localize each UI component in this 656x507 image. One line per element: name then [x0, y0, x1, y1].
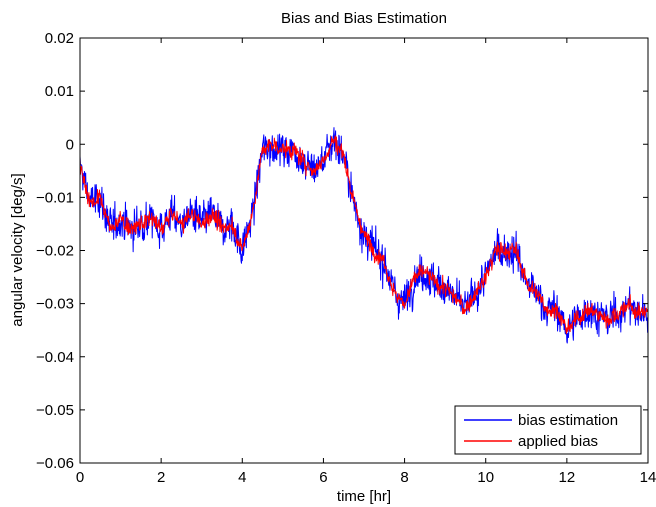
legend-label-bias-estimation: bias estimation — [518, 412, 618, 429]
x-tick-label: 8 — [400, 469, 408, 486]
series-line-applied-bias — [79, 135, 649, 335]
x-tick-label: 2 — [157, 469, 165, 486]
chart-title: Bias and Bias Estimation — [281, 10, 447, 27]
x-axis: 0 2 4 6 8 10 12 14 — [76, 38, 656, 486]
series-line-bias-estimation — [79, 127, 649, 344]
y-tick-label: −0.05 — [36, 402, 74, 419]
x-tick-label: 4 — [238, 469, 246, 486]
plot-frame — [79, 37, 649, 464]
x-tick-label: 0 — [76, 469, 84, 486]
legend: bias estimation applied bias — [454, 405, 642, 455]
y-tick-label: −0.04 — [36, 349, 74, 366]
y-tick-label: 0 — [66, 136, 74, 153]
y-tick-label: −0.06 — [36, 455, 74, 472]
y-tick-label: −0.03 — [36, 296, 74, 313]
x-axis-label: time [hr] — [337, 488, 391, 505]
legend-label-applied-bias: applied bias — [518, 433, 598, 450]
y-tick-label: −0.02 — [36, 243, 74, 260]
x-tick-label: 14 — [640, 469, 656, 486]
x-tick-label: 6 — [319, 469, 327, 486]
y-tick-label: 0.02 — [45, 30, 74, 47]
y-tick-label: −0.01 — [36, 189, 74, 206]
plot-area — [79, 127, 649, 344]
x-tick-label: 10 — [477, 469, 494, 486]
legend-box — [454, 405, 642, 455]
x-tick-label: 12 — [559, 469, 576, 486]
y-axis-label: angular velocity [deg/s] — [9, 173, 26, 326]
y-axis: −0.06 −0.05 −0.04 −0.03 −0.02 −0.01 0 0.01 0.02 — [36, 30, 648, 472]
y-tick-label: 0.01 — [45, 83, 74, 100]
